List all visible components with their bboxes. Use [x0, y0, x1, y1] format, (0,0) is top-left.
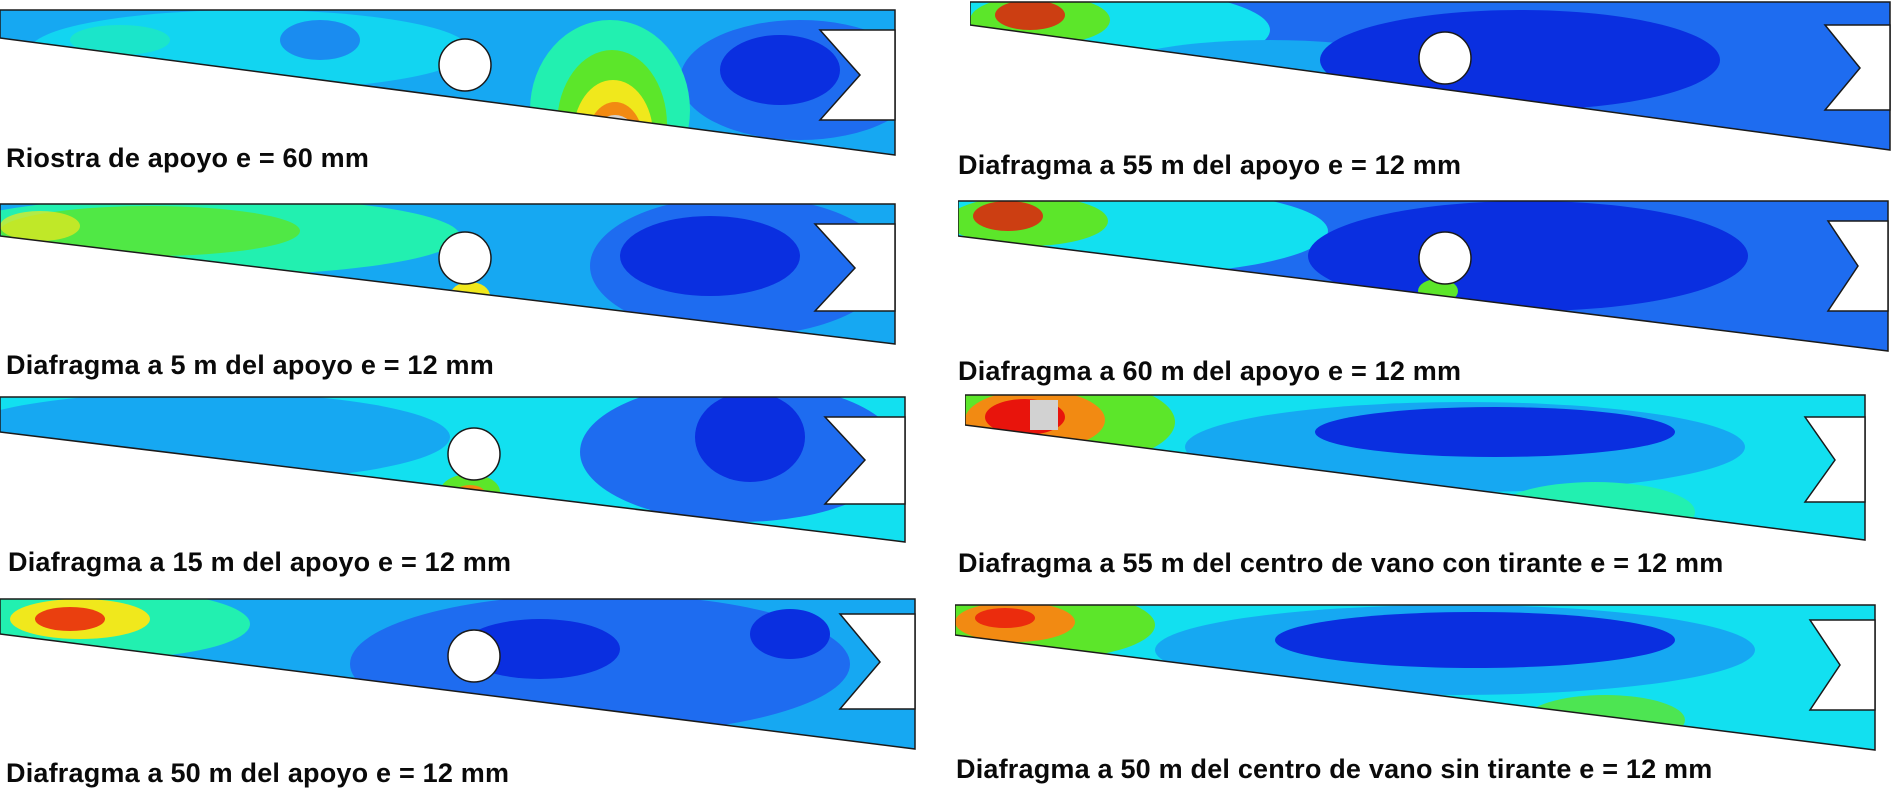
panel-caption-4: Diafragma a 50 m del apoyo e = 12 mm — [6, 758, 510, 788]
stress-contour-plot-2 — [0, 203, 896, 345]
panel-caption-2: Diafragma a 5 m del apoyo e = 12 mm — [6, 350, 494, 380]
panel-caption-1: Riostra de apoyo e = 60 mm — [6, 143, 370, 173]
stress-contour-plot-3 — [0, 396, 906, 543]
stress-contour-plot-8 — [955, 604, 1876, 751]
contour-panel-8 — [955, 600, 1885, 755]
panel-caption-6: Diafragma a 60 m del apoyo e = 12 mm — [958, 356, 1462, 386]
contour-panel-2 — [0, 196, 900, 346]
panel-caption-8: Diafragma a 50 m del centro de vano sin … — [956, 754, 1713, 784]
contour-panel-1 — [0, 0, 900, 160]
panel-caption-7: Diafragma a 55 m del centro de vano con … — [958, 548, 1724, 578]
stress-contour-plot-1 — [0, 9, 896, 156]
contour-panel-4 — [0, 594, 920, 754]
stress-contour-plot-5 — [970, 1, 1891, 151]
stress-contour-plot-4 — [0, 598, 916, 750]
contour-panel-6 — [958, 196, 1893, 356]
panel-caption-5: Diafragma a 55 m del apoyo e = 12 mm — [958, 150, 1462, 180]
stress-contour-plot-7 — [965, 394, 1866, 541]
panel-caption-3: Diafragma a 15 m del apoyo e = 12 mm — [8, 547, 512, 577]
stress-contour-plot-6 — [958, 200, 1889, 352]
contour-panel-3 — [0, 392, 910, 547]
contour-panel-7 — [965, 392, 1870, 547]
contour-panel-5 — [970, 0, 1895, 155]
